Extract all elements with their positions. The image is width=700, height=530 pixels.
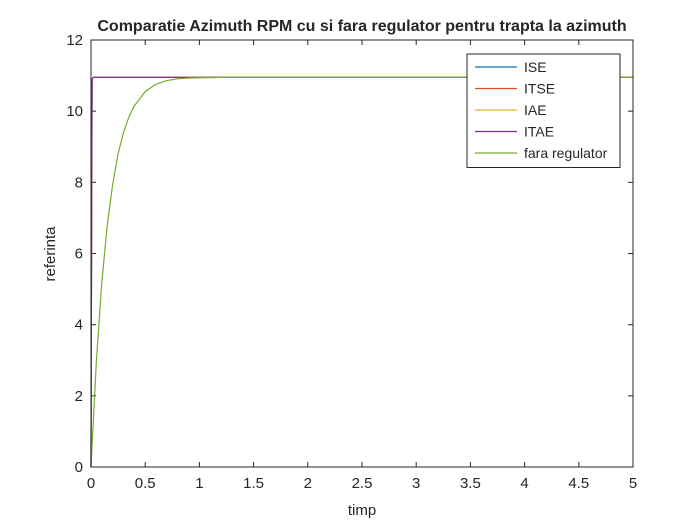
x-tick-label: 5 <box>629 475 637 492</box>
x-tick-label: 3 <box>412 475 420 492</box>
x-tick-label: 3.5 <box>460 475 481 492</box>
legend-label: ISE <box>524 59 547 75</box>
y-tick-label: 12 <box>66 32 83 49</box>
legend-label: IAE <box>524 102 547 118</box>
legend-label: ITSE <box>524 81 555 97</box>
legend-label: fara regulator <box>524 145 608 161</box>
legend-label: ITAE <box>524 124 554 140</box>
y-axis-label: referinta <box>42 226 59 282</box>
y-tick-label: 6 <box>75 246 83 263</box>
legend-box <box>466 53 621 168</box>
y-tick-label: 8 <box>75 174 83 191</box>
x-axis-label: timp <box>348 502 376 519</box>
x-tick-label: 2.5 <box>352 475 373 492</box>
x-tick-label: 2 <box>304 475 312 492</box>
chart-title: Comparatie Azimuth RPM cu si fara regula… <box>97 18 626 35</box>
x-tick-label: 4 <box>520 475 528 492</box>
y-tick-label: 0 <box>75 459 83 476</box>
y-tick-label: 4 <box>75 317 83 334</box>
series-line-fara-regulator <box>90 76 633 468</box>
y-tick-label: 10 <box>66 103 83 120</box>
x-tick-label: 0.5 <box>135 475 156 492</box>
x-tick-label: 1 <box>195 475 203 492</box>
y-tick-label: 2 <box>75 388 83 405</box>
axes-frame <box>90 39 634 468</box>
x-tick-label: 4.5 <box>568 475 589 492</box>
legend: ISE ITSE IAE ITAE fara regulator <box>466 53 621 168</box>
x-tick-label: 0 <box>87 475 95 492</box>
x-tick-label: 1.5 <box>243 475 264 492</box>
